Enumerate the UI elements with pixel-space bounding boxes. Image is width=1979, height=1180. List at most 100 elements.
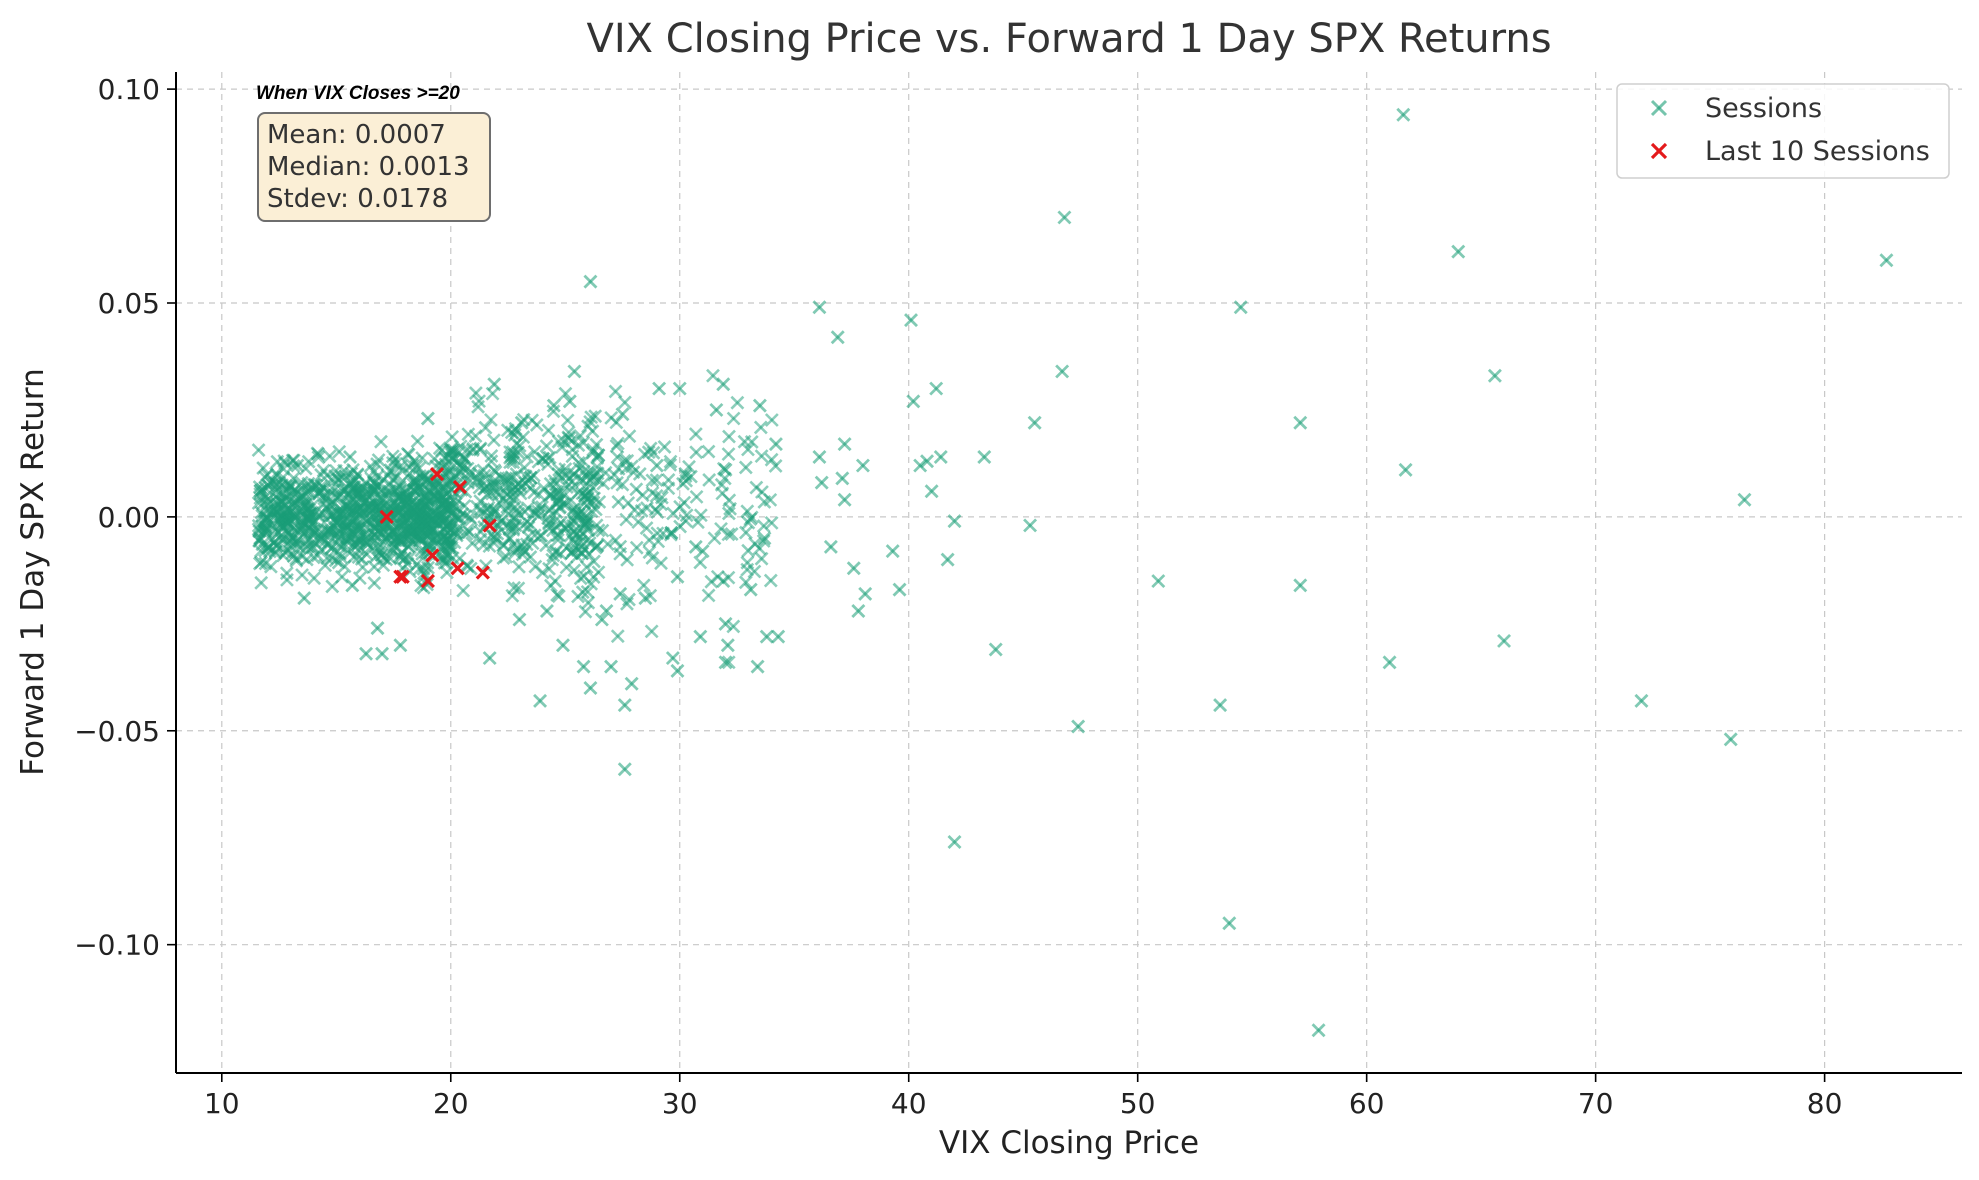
- session-point: [415, 451, 430, 465]
- session-point: [494, 514, 509, 529]
- session-point-high-vix: [837, 492, 852, 507]
- session-point: [516, 430, 531, 445]
- session-point: [468, 386, 483, 400]
- session-point: [613, 586, 628, 601]
- y-tick-label: −0.10: [74, 929, 160, 962]
- session-point: [305, 539, 320, 554]
- session-point: [555, 440, 569, 455]
- session-point: [279, 566, 294, 581]
- session-point: [584, 410, 599, 425]
- session-point: [287, 505, 302, 520]
- session-point: [688, 539, 703, 554]
- session-point: [392, 549, 407, 564]
- session-point: [539, 538, 553, 553]
- legend-marker-sessions: [1650, 99, 1668, 117]
- session-point: [594, 612, 609, 627]
- session-point: [355, 560, 370, 575]
- session-point: [645, 473, 660, 488]
- session-point: [588, 409, 603, 424]
- session-point: [258, 522, 273, 537]
- session-point: [286, 459, 301, 473]
- session-point: [651, 534, 666, 549]
- session-point: [295, 568, 309, 582]
- session-point-high-vix: [846, 561, 861, 576]
- session-point: [545, 552, 560, 567]
- session-point: [518, 504, 532, 519]
- session-point: [343, 450, 358, 464]
- session-point: [251, 443, 266, 458]
- session-point: [764, 413, 779, 427]
- session-point: [764, 452, 779, 467]
- session-point: [702, 473, 717, 487]
- session-point: [359, 493, 374, 508]
- x-tick-label: 60: [1349, 1087, 1385, 1120]
- y-ticks: 0.10 0.05 0.00 −0.05 −0.10: [74, 73, 176, 962]
- session-point: [448, 525, 463, 540]
- session-point: [588, 502, 603, 517]
- session-point-high-vix: [913, 458, 928, 473]
- session-point: [768, 437, 783, 452]
- session-point: [517, 460, 532, 475]
- session-point: [631, 515, 646, 529]
- session-point-high-vix: [977, 450, 992, 464]
- session-point: [383, 527, 398, 542]
- session-point: [435, 511, 450, 526]
- session-point: [578, 604, 593, 619]
- session-point: [670, 663, 685, 678]
- session-point: [741, 543, 756, 558]
- session-point-high-vix: [830, 330, 845, 345]
- session-point: [486, 478, 501, 493]
- session-point: [690, 515, 705, 530]
- session-point: [295, 549, 310, 564]
- legend-label-sessions: Sessions: [1705, 93, 1822, 124]
- session-point-high-vix: [885, 544, 900, 559]
- session-point: [580, 584, 595, 599]
- session-point: [536, 481, 551, 496]
- session-point: [645, 551, 660, 565]
- session-point: [424, 530, 438, 545]
- session-point: [500, 423, 515, 438]
- session-point: [441, 540, 456, 555]
- session-point: [461, 475, 475, 490]
- session-point: [585, 471, 600, 486]
- session-point: [638, 591, 653, 606]
- data-points: [258, 107, 1894, 1038]
- session-point-high-vix: [1293, 578, 1308, 593]
- session-point: [486, 502, 501, 517]
- session-point-high-vix: [1222, 916, 1237, 931]
- session-point: [325, 498, 340, 513]
- session-point: [314, 467, 328, 482]
- session-point: [277, 454, 292, 468]
- session-point: [263, 559, 278, 574]
- session-point: [764, 515, 779, 530]
- session-point: [350, 532, 365, 547]
- session-point: [410, 557, 424, 572]
- session-point: [666, 506, 681, 521]
- session-point-high-vix: [1396, 107, 1411, 122]
- session-point: [488, 465, 503, 479]
- last-10-session-point: [482, 518, 497, 533]
- session-point: [744, 435, 759, 449]
- session-point: [415, 534, 430, 549]
- session-point: [523, 470, 538, 485]
- session-point: [583, 274, 598, 289]
- session-point: [665, 651, 680, 666]
- session-point: [673, 519, 688, 534]
- session-point: [440, 462, 455, 477]
- session-point: [336, 499, 351, 514]
- annotation-heading: When VIX Closes >=20: [256, 83, 460, 104]
- session-point: [654, 556, 668, 571]
- session-point: [478, 420, 493, 435]
- session-point: [672, 381, 687, 396]
- session-point: [716, 574, 731, 589]
- last-10-session-point: [379, 509, 394, 525]
- session-point: [269, 466, 283, 481]
- session-point: [720, 638, 735, 653]
- session-point: [445, 447, 459, 462]
- session-point-high-vix: [1027, 415, 1042, 430]
- session-point: [375, 646, 390, 661]
- session-point: [575, 585, 590, 600]
- legend-x-sessions: [1650, 99, 1668, 117]
- session-point: [366, 481, 380, 495]
- session-point: [500, 500, 515, 514]
